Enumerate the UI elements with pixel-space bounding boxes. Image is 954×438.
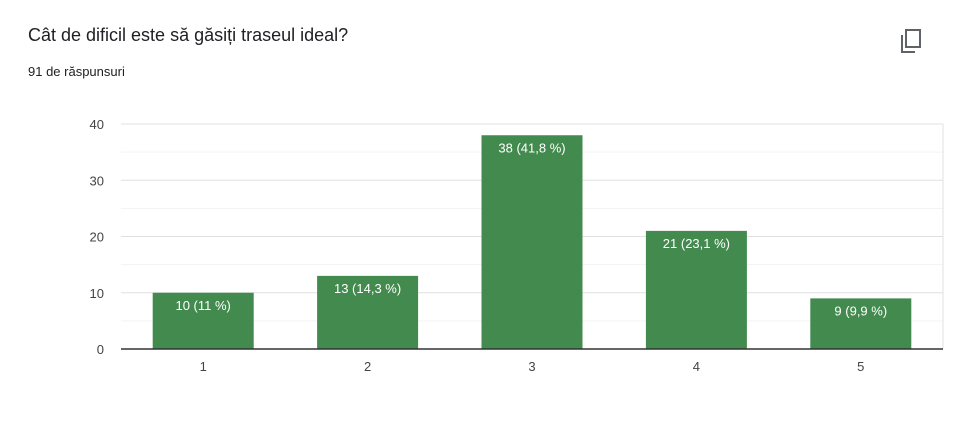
bar	[481, 135, 583, 349]
data-label: 38 (41,8 %)	[498, 140, 565, 155]
data-label: 21 (23,1 %)	[663, 236, 730, 251]
data-label: 13 (14,3 %)	[334, 281, 401, 296]
y-tick-label: 40	[90, 117, 104, 132]
copy-icon[interactable]	[896, 25, 928, 57]
bar	[810, 298, 912, 349]
x-tick-label: 1	[200, 359, 207, 374]
response-count: 91 de răspunsuri	[28, 64, 125, 79]
y-tick-label: 0	[97, 342, 104, 357]
y-tick-label: 10	[90, 286, 104, 301]
data-label: 9 (9,9 %)	[834, 303, 887, 318]
bar	[317, 275, 419, 349]
data-label: 10 (11 %)	[175, 298, 230, 313]
y-tick-label: 30	[90, 173, 104, 188]
x-tick-label: 3	[528, 359, 535, 374]
bar	[152, 292, 254, 349]
question-title: Cât de dificil este să găsiți traseul id…	[28, 25, 349, 45]
y-tick-label: 20	[90, 230, 104, 245]
x-tick-label: 4	[693, 359, 700, 374]
x-tick-label: 2	[364, 359, 371, 374]
bar	[645, 230, 747, 349]
x-tick-label: 5	[857, 359, 864, 374]
